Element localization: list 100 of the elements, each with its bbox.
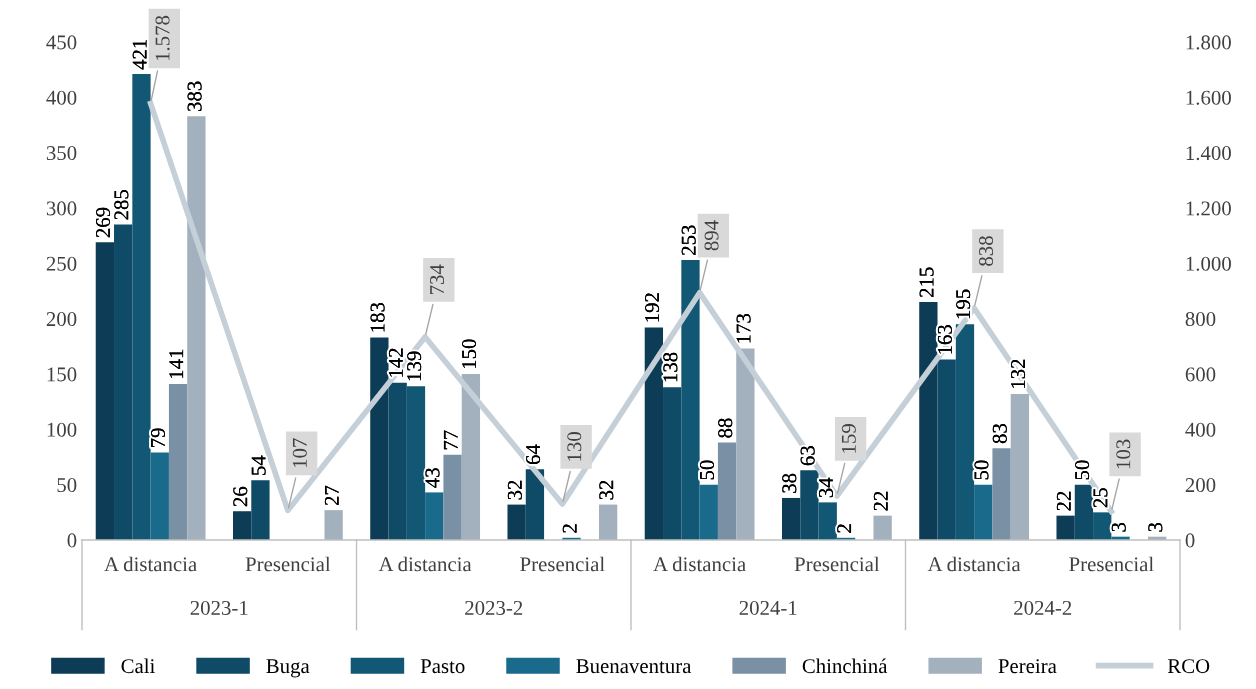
bar bbox=[150, 452, 169, 540]
y2-tick-label: 1.000 bbox=[1186, 256, 1231, 271]
legend-label: Buga bbox=[266, 659, 310, 678]
bar bbox=[699, 484, 718, 540]
y2-tick-label: 600 bbox=[1185, 367, 1216, 382]
x-tick-label: Presencial bbox=[520, 556, 605, 572]
bar bbox=[644, 327, 664, 540]
bar bbox=[324, 510, 343, 540]
data-label: 383 bbox=[187, 81, 202, 111]
data-label: 838 bbox=[979, 236, 994, 266]
data-label: 3 bbox=[1111, 522, 1126, 532]
text: 2024-2 bbox=[1014, 600, 1072, 615]
y-tick-label: 50 bbox=[57, 478, 77, 493]
y2-tick-label: 1.800 bbox=[1186, 35, 1231, 50]
data-label: 50 bbox=[699, 460, 714, 480]
data-label: 894 bbox=[704, 220, 719, 251]
y2-tick-label: 200 bbox=[1185, 478, 1216, 493]
data-label: 27 bbox=[324, 485, 339, 506]
data-label: 32 bbox=[599, 480, 614, 500]
data-label: 132 bbox=[1011, 359, 1026, 388]
data-label: 734 bbox=[430, 264, 445, 295]
data-label: 63 bbox=[800, 446, 815, 466]
data-label: 22 bbox=[1056, 491, 1071, 511]
bar bbox=[114, 224, 133, 540]
data-label: 163 bbox=[937, 325, 952, 354]
data-label: 192 bbox=[645, 293, 660, 322]
data-label: 159 bbox=[841, 424, 856, 453]
bar bbox=[1074, 484, 1094, 540]
data-label: 421 bbox=[132, 39, 147, 70]
data-label: 50 bbox=[1075, 460, 1090, 480]
data-label: 64 bbox=[526, 444, 541, 465]
text: 2023-1 bbox=[190, 600, 248, 615]
x-tick-label: A distancia bbox=[104, 556, 197, 572]
text: 2023-2 bbox=[465, 600, 523, 615]
bar bbox=[1056, 515, 1075, 540]
text: 2024-1 bbox=[739, 600, 797, 615]
bar bbox=[370, 337, 389, 540]
y-tick-label: 200 bbox=[46, 312, 77, 327]
legend-label: RCO bbox=[1167, 659, 1210, 674]
y-tick-label: 400 bbox=[46, 90, 77, 105]
data-label: 173 bbox=[736, 313, 751, 343]
data-label: 32 bbox=[507, 480, 522, 500]
bar bbox=[974, 484, 993, 540]
data-label: 130 bbox=[567, 432, 582, 461]
y2-tick-label: 1.200 bbox=[1186, 201, 1231, 216]
x-tick-label: Presencial bbox=[245, 556, 331, 572]
legend-label: Buenaventura bbox=[576, 659, 692, 674]
bar bbox=[992, 448, 1011, 540]
bar bbox=[187, 116, 206, 540]
data-label: 88 bbox=[718, 418, 733, 438]
bar bbox=[95, 242, 115, 540]
bar bbox=[1010, 393, 1030, 540]
data-label: 50 bbox=[974, 460, 989, 480]
data-label: 26 bbox=[233, 486, 248, 507]
data-label: 38 bbox=[782, 473, 797, 493]
y-tick-label: 0 bbox=[67, 533, 77, 548]
bar bbox=[663, 387, 682, 540]
y2-tick-label: 1.400 bbox=[1186, 146, 1231, 161]
data-label: 150 bbox=[462, 339, 477, 368]
x-tick-label: Presencial bbox=[794, 556, 880, 572]
data-label: 2 bbox=[562, 524, 577, 533]
data-label: 54 bbox=[251, 455, 266, 475]
bar bbox=[681, 260, 700, 540]
bar bbox=[598, 504, 618, 540]
bar bbox=[406, 386, 426, 540]
bar bbox=[168, 383, 188, 540]
bar bbox=[717, 442, 737, 540]
bar bbox=[818, 502, 837, 540]
x-tick-label: Presencial bbox=[1069, 556, 1154, 572]
y-tick-label: 150 bbox=[47, 367, 77, 382]
data-label: 142 bbox=[388, 348, 403, 377]
bar bbox=[425, 492, 444, 540]
data-label: 79 bbox=[150, 428, 165, 448]
bar bbox=[525, 469, 545, 540]
bar bbox=[919, 302, 938, 540]
y2-tick-label: 1.600 bbox=[1186, 90, 1231, 105]
data-label: 3 bbox=[1148, 522, 1163, 532]
x-tick-label: A distancia bbox=[927, 556, 1021, 572]
data-label: 22 bbox=[873, 491, 888, 511]
y-tick-label: 350 bbox=[46, 146, 77, 161]
data-label: 34 bbox=[818, 477, 833, 498]
bar bbox=[873, 515, 892, 540]
y-tick-label: 450 bbox=[46, 35, 77, 50]
legend-label: Chinchiná bbox=[802, 658, 888, 674]
x-tick-label: A distancia bbox=[653, 556, 746, 572]
bar bbox=[507, 504, 526, 540]
data-label: 141 bbox=[169, 349, 184, 378]
bar bbox=[251, 480, 270, 540]
y2-tick-label: 400 bbox=[1185, 422, 1216, 437]
bar bbox=[800, 470, 819, 540]
data-label: 195 bbox=[956, 289, 971, 319]
y-tick-label: 100 bbox=[47, 422, 77, 437]
bar bbox=[132, 74, 151, 540]
legend-label: Pereira bbox=[998, 659, 1057, 674]
bar bbox=[232, 511, 252, 540]
bar bbox=[781, 497, 801, 540]
y-tick-label: 250 bbox=[46, 256, 77, 271]
data-label: 269 bbox=[96, 207, 111, 238]
bar bbox=[443, 454, 462, 540]
data-label: 139 bbox=[407, 351, 422, 381]
